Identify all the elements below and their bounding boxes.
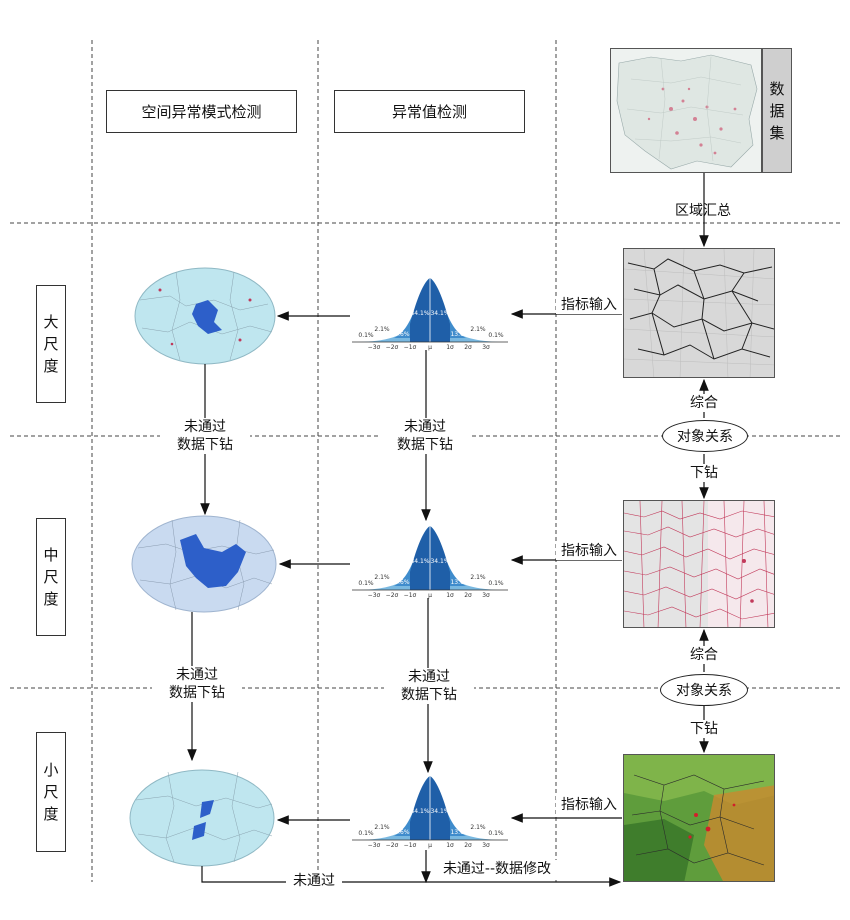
curve-medium-tick-5: 2σ <box>464 592 472 599</box>
small-scale-char-2: 尺 <box>43 783 59 801</box>
curve-medium-pct-tail-right: 0.1% <box>488 580 504 587</box>
not-passed-text: 未通过 <box>176 667 218 683</box>
large-scale-char-3: 度 <box>43 357 59 375</box>
curve-small-tick-5: 2σ <box>464 842 472 849</box>
small-scale-map-image <box>624 755 774 881</box>
curve-small-tick-3: μ <box>428 842 432 849</box>
small-scale-char-3: 度 <box>43 805 59 823</box>
not-passed-label-mid-2: 未通过 数据下钻 <box>384 668 474 704</box>
data-drill-text: 数据下钻 <box>169 685 225 701</box>
curve-small-pct-center-right: 34.1% <box>430 808 450 815</box>
large-scale-char-1: 大 <box>43 313 59 331</box>
curve-medium-tick-0: −3σ <box>367 592 381 599</box>
region-summary-label: 区域汇总 <box>668 202 738 220</box>
curve-medium-tick-6: 3σ <box>482 592 490 599</box>
curve-small-tick-2: −1σ <box>403 842 417 849</box>
curve-medium-pct-mid-left: 13.6% <box>390 579 410 586</box>
curve-medium-pct-center-left: 34.1% <box>410 558 430 565</box>
synthesis-label-1: 综合 <box>686 394 722 412</box>
data-drill-text: 数据下钻 <box>397 437 453 453</box>
indicator-input-label-3: 指标输入 <box>556 796 622 814</box>
not-passed-text: 未通过 <box>184 419 226 435</box>
not-passed-text: 未通过 <box>404 419 446 435</box>
curve-large-pct-side-right: 2.1% <box>470 326 486 333</box>
curve-medium-tick-3: μ <box>428 592 432 599</box>
small-scale-map <box>623 754 775 882</box>
curve-large-pct-mid-right: 13.6% <box>450 331 470 338</box>
curve-large-pct-side-left: 2.1% <box>374 326 390 333</box>
medium-scale-char-1: 中 <box>43 546 59 564</box>
curve-small-pct-side-left: 2.1% <box>374 824 390 831</box>
curve-medium-pct-side-left: 2.1% <box>374 574 390 581</box>
not-passed-label-left-2: 未通过 数据下钻 <box>152 666 242 702</box>
large-scale-map-image <box>624 249 774 377</box>
large-scale-map <box>623 248 775 378</box>
curve-large-pct-mid-left: 13.6% <box>390 331 410 338</box>
data-drill-text: 数据下钻 <box>177 437 233 453</box>
small-scale-char-1: 小 <box>43 761 59 779</box>
curve-large-tick-5: 2σ <box>464 344 472 351</box>
drill-down-label-2: 下钻 <box>686 720 722 738</box>
synthesis-label-2: 综合 <box>686 646 722 664</box>
medium-scale-char-2: 尺 <box>43 568 59 586</box>
dataset-char-3: 集 <box>769 123 785 142</box>
not-passed-fix-label: 未通过--数据修改 <box>432 860 562 878</box>
curve-medium-pct-side-right: 2.1% <box>470 574 486 581</box>
curve-large-tick-3: μ <box>428 344 432 351</box>
dataset-map-image <box>616 54 758 170</box>
curve-medium-pct-tail-left: 0.1% <box>358 580 374 587</box>
large-scale-box: 大 尺 度 <box>36 285 66 403</box>
data-drill-text: 数据下钻 <box>401 687 457 703</box>
curve-medium-tick-2: −1σ <box>403 592 417 599</box>
medium-scale-char-3: 度 <box>43 590 59 608</box>
curve-large-pct-tail-right: 0.1% <box>488 332 504 339</box>
medium-scale-map <box>623 500 775 628</box>
drill-down-label-1: 下钻 <box>686 464 722 482</box>
curve-medium-pct-mid-right: 13.6% <box>450 579 470 586</box>
dataset-label: 数 据 集 <box>762 48 792 173</box>
curve-medium-pct-center-right: 34.1% <box>430 558 450 565</box>
curve-small-tick-6: 3σ <box>482 842 490 849</box>
medium-scale-map-image <box>624 501 774 627</box>
curve-small-pct-side-right: 2.1% <box>470 824 486 831</box>
curve-small-tick-0: −3σ <box>367 842 381 849</box>
large-scale-char-2: 尺 <box>43 335 59 353</box>
curve-large-pct-tail-left: 0.1% <box>358 332 374 339</box>
not-passed-label-left-1: 未通过 数据下钻 <box>160 418 250 454</box>
curve-small-pct-tail-right: 0.1% <box>488 830 504 837</box>
curve-large-tick-1: −2σ <box>385 344 399 351</box>
spatial-anomaly-header: 空间异常模式检测 <box>106 90 297 133</box>
medium-scale-box: 中 尺 度 <box>36 518 66 636</box>
indicator-input-label-1: 指标输入 <box>556 296 622 314</box>
outlier-detection-header: 异常值检测 <box>334 90 525 133</box>
curve-small-tick-1: −2σ <box>385 842 399 849</box>
not-passed-text: 未通过 <box>408 669 450 685</box>
curve-small-pct-tail-left: 0.1% <box>358 830 374 837</box>
curve-large-pct-center-right: 34.1% <box>430 310 450 317</box>
dataset-char-2: 据 <box>769 101 785 120</box>
small-scale-box: 小 尺 度 <box>36 732 66 852</box>
curve-small-pct-mid-left: 13.6% <box>390 829 410 836</box>
curve-small-tick-4: 1σ <box>446 842 454 849</box>
dataset-map <box>610 48 762 173</box>
object-relation-2: 对象关系 <box>660 674 748 706</box>
curve-medium-tick-1: −2σ <box>385 592 399 599</box>
curve-large-tick-0: −3σ <box>367 344 381 351</box>
curve-large-tick-4: 1σ <box>446 344 454 351</box>
curve-large-tick-6: 3σ <box>482 344 490 351</box>
dataset-char-1: 数 <box>769 79 785 98</box>
not-passed-bottom-label: 未通过 <box>286 872 342 890</box>
curve-large-tick-2: −1σ <box>403 344 417 351</box>
curve-medium-tick-4: 1σ <box>446 592 454 599</box>
curve-small-pct-mid-right: 13.6% <box>450 829 470 836</box>
not-passed-label-mid-1: 未通过 数据下钻 <box>380 418 470 454</box>
curve-small-pct-center-left: 34.1% <box>410 808 430 815</box>
indicator-input-label-2: 指标输入 <box>556 542 622 560</box>
curve-large-pct-center-left: 34.1% <box>410 310 430 317</box>
object-relation-1: 对象关系 <box>662 420 748 452</box>
